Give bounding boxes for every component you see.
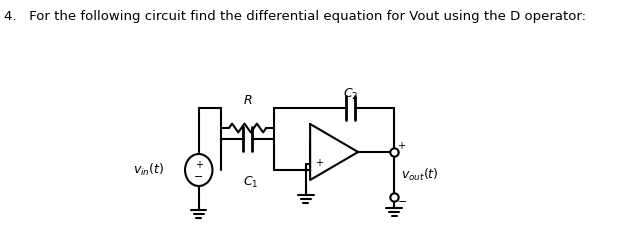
- Text: +: +: [397, 141, 406, 151]
- Text: 4.   For the following circuit find the differential equation for Vout using the: 4. For the following circuit find the di…: [4, 10, 586, 23]
- Text: −: −: [194, 172, 204, 182]
- Text: +: +: [195, 160, 203, 170]
- Text: $v_{out}(t)$: $v_{out}(t)$: [401, 166, 438, 183]
- Text: $C_1$: $C_1$: [243, 174, 259, 190]
- Text: $v_{in}(t)$: $v_{in}(t)$: [133, 162, 165, 178]
- Text: +: +: [315, 158, 323, 168]
- Text: $R$: $R$: [243, 93, 253, 106]
- Text: −: −: [397, 197, 407, 207]
- Text: $C_2$: $C_2$: [343, 86, 358, 102]
